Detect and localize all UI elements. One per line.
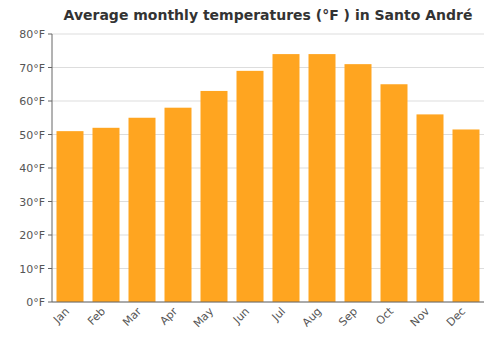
y-tick-label: 20°F	[19, 229, 45, 242]
y-tick	[48, 235, 52, 236]
y-tick	[48, 67, 52, 68]
y-tick	[48, 201, 52, 202]
x-tick-label: Feb	[85, 305, 108, 328]
y-axis: 0°F 10°F 20°F 30°F 40°F 50°F 60°F 70°F 80°F	[19, 28, 52, 309]
y-tick	[48, 34, 52, 35]
x-tick-label: May	[191, 305, 217, 331]
chart-container: Average monthly temperatures (°F ) in Sa…	[0, 0, 500, 350]
chart-title: Average monthly temperatures (°F ) in Sa…	[64, 7, 473, 23]
x-tick-label: Nov	[408, 305, 433, 330]
y-tick-label: 30°F	[19, 196, 45, 209]
x-axis-line	[52, 302, 484, 303]
y-tick-label: 70°F	[19, 62, 45, 75]
grid-line	[52, 101, 484, 102]
bar	[417, 114, 444, 302]
y-tick-label: 80°F	[19, 28, 45, 41]
bar	[273, 54, 300, 302]
grid-line	[52, 67, 484, 68]
bar	[57, 131, 84, 302]
bar	[201, 91, 228, 302]
y-tick	[48, 268, 52, 269]
y-tick	[48, 168, 52, 169]
y-tick-label: 40°F	[19, 162, 45, 175]
x-tick-label: Oct	[373, 304, 396, 327]
y-axis-line	[52, 34, 53, 302]
x-tick-label: Aug	[300, 305, 324, 329]
grid	[52, 34, 484, 302]
y-tick-label: 50°F	[19, 129, 45, 142]
bar	[381, 84, 408, 302]
x-tick-label: Apr	[157, 305, 180, 328]
x-tick-label: Jul	[269, 305, 288, 324]
bar	[165, 108, 192, 302]
bar	[129, 118, 156, 302]
bar	[93, 128, 120, 302]
bars	[57, 54, 480, 302]
x-tick-label: Mar	[120, 305, 144, 329]
chart-svg: Average monthly temperatures (°F ) in Sa…	[0, 0, 500, 350]
bar	[453, 129, 480, 302]
y-tick	[48, 134, 52, 135]
bar	[237, 71, 264, 302]
x-tick-label: Dec	[444, 305, 468, 329]
y-tick	[48, 101, 52, 102]
x-tick-label: Jun	[230, 305, 252, 327]
y-tick-label: 0°F	[26, 296, 45, 309]
y-tick-label: 60°F	[19, 95, 45, 108]
y-tick-label: 10°F	[19, 263, 45, 276]
x-tick-label: Sep	[336, 305, 360, 329]
grid-line	[52, 302, 484, 303]
grid-line	[52, 34, 484, 35]
bar	[345, 64, 372, 302]
x-axis: Jan Feb Mar Apr May Jun Jul Aug Sep Oct Nov Dec	[50, 304, 468, 330]
x-tick-label: Jan	[50, 305, 72, 327]
bar	[309, 54, 336, 302]
y-tick	[48, 302, 52, 303]
